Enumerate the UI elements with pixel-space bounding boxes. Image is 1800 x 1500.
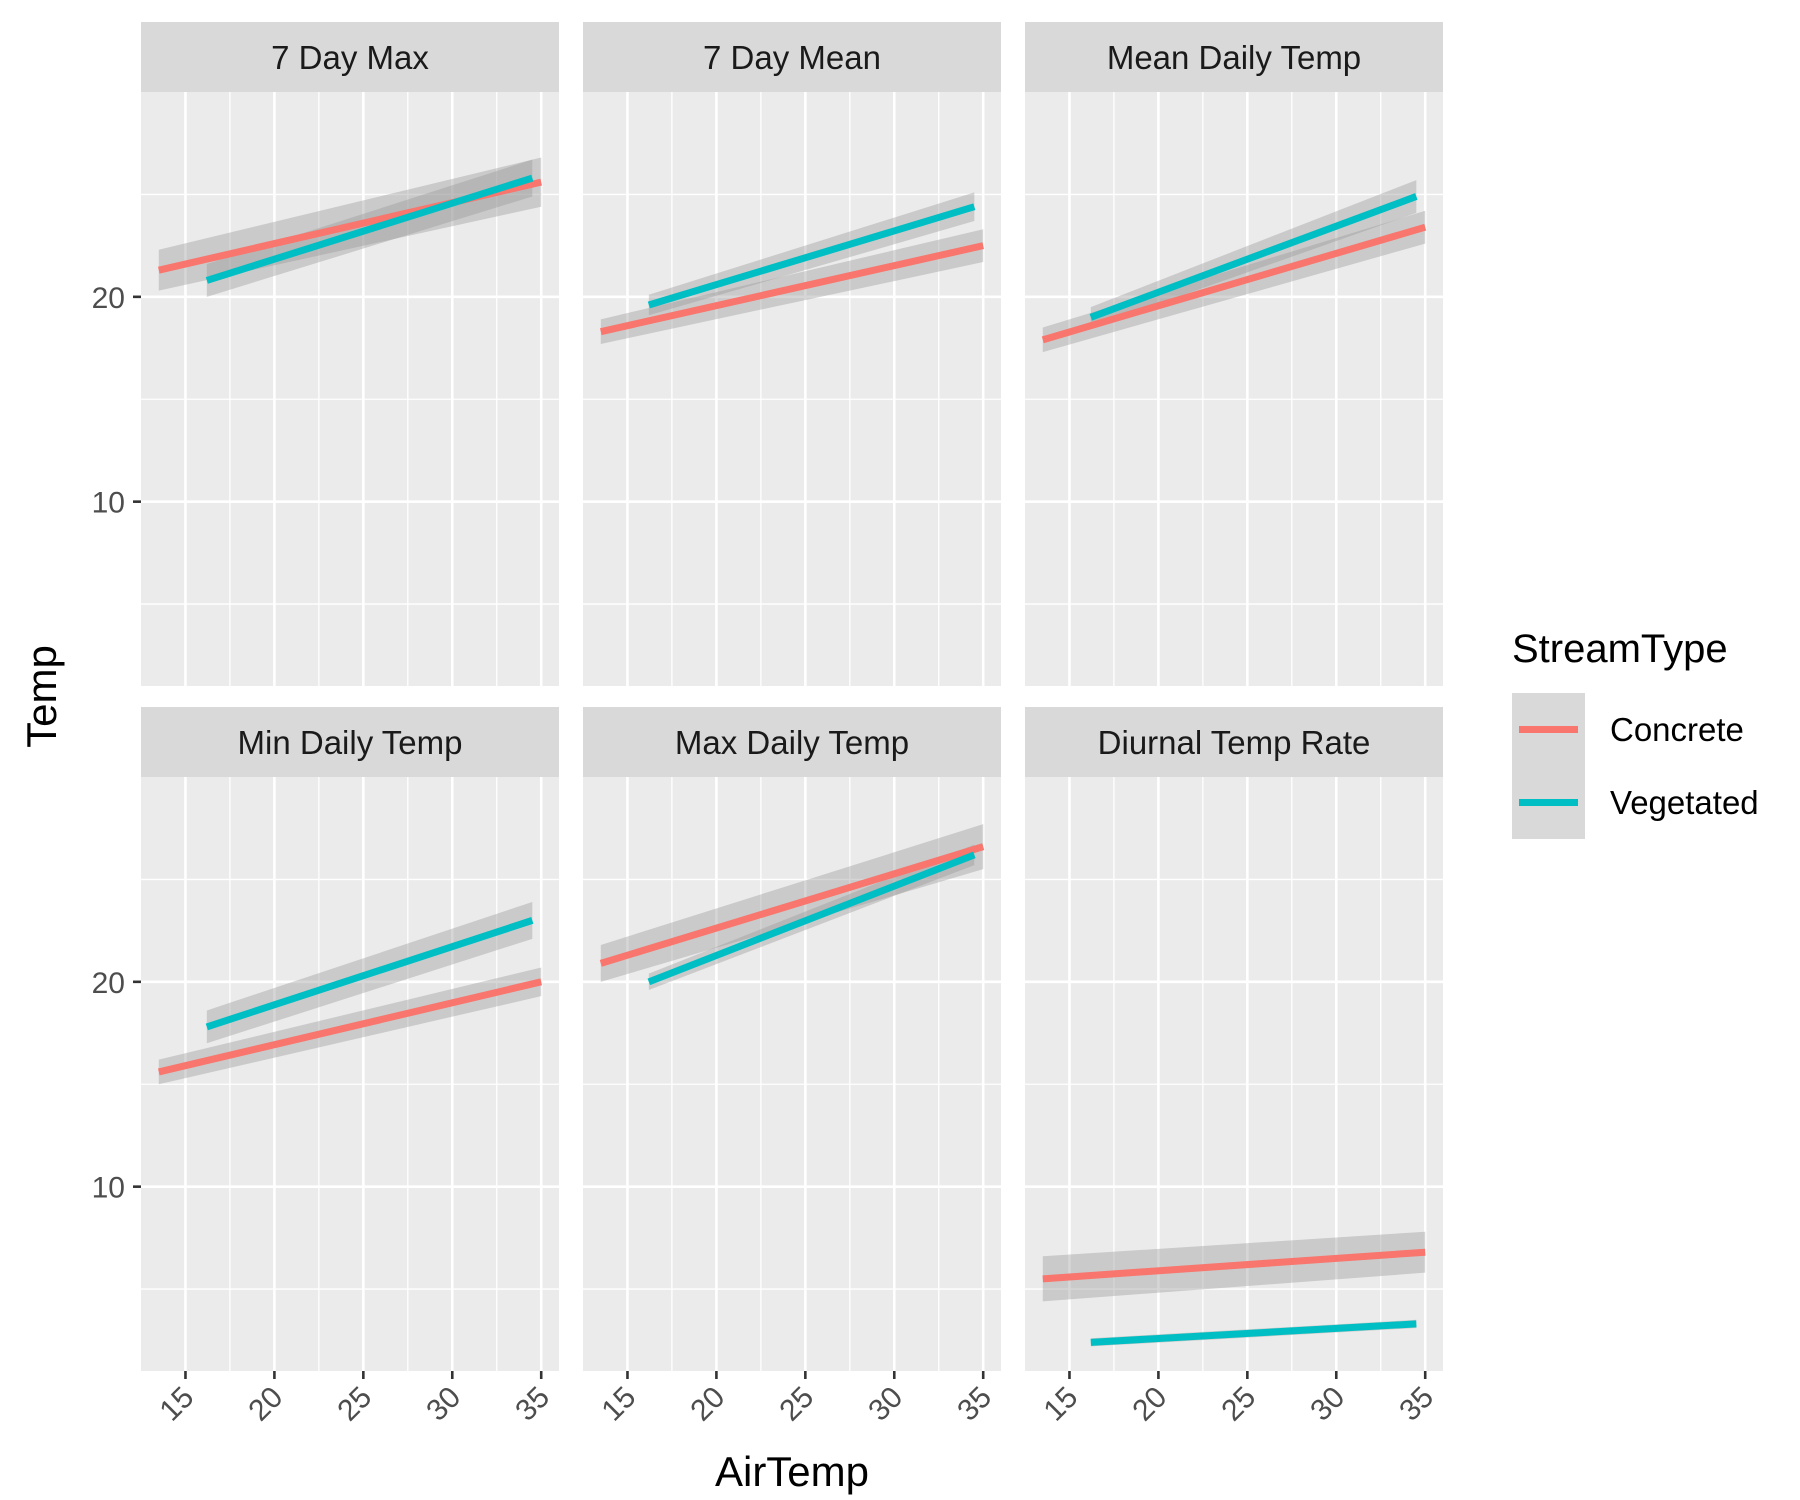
x-tick-label: 15	[153, 1381, 200, 1428]
facet-title: 7 Day Mean	[703, 39, 881, 76]
trend-line-concrete	[600, 242, 984, 336]
y-tick-label: 10	[92, 487, 125, 520]
x-tick-label: 30	[1304, 1381, 1351, 1428]
trend-line-vegetated	[1090, 1320, 1417, 1346]
trend-line-concrete	[157, 978, 543, 1076]
facet-strip	[583, 22, 1001, 92]
legend-label-concrete: Concrete	[1610, 711, 1744, 748]
facet-panel-3: Mean Daily Temp	[1025, 22, 1443, 686]
panel-background	[583, 777, 1001, 1371]
trend-line-concrete	[1041, 223, 1427, 344]
panels: 7 Day Max 7 Day Mean Mean Daily Temp Min Da…	[141, 22, 1443, 1371]
facet-strip	[141, 707, 559, 777]
facet-strip	[1025, 707, 1443, 777]
y-axis-title: Temp	[18, 645, 65, 748]
x-tick-label: 15	[595, 1381, 642, 1428]
x-tick-label: 35	[509, 1381, 556, 1428]
y-tick-label: 10	[92, 1172, 125, 1205]
x-tick-label: 30	[420, 1381, 467, 1428]
facet-panel-2: 7 Day Mean	[583, 22, 1001, 686]
facet-title: Max Daily Temp	[675, 724, 909, 761]
trend-line-vegetated	[205, 917, 534, 1031]
x-tick-label: 25	[773, 1381, 820, 1428]
facet-panel-1: 7 Day Max	[141, 22, 559, 686]
x-tick-label: 25	[331, 1381, 378, 1428]
x-tick-label: 25	[1215, 1381, 1262, 1428]
facet-panel-5: Max Daily Temp	[583, 707, 1001, 1371]
panel-background	[1025, 92, 1443, 686]
trend-line-vegetated	[205, 174, 534, 284]
x-tick-label: 35	[1393, 1381, 1440, 1428]
y-tick-label: 20	[92, 967, 125, 1000]
facet-strip	[583, 707, 1001, 777]
facet-panel-6: Diurnal Temp Rate	[1025, 707, 1443, 1371]
facet-title: Diurnal Temp Rate	[1098, 724, 1371, 761]
facet-panel-4: Min Daily Temp	[141, 707, 559, 1371]
trend-line-vegetated	[647, 851, 976, 986]
legend-title: StreamType	[1512, 627, 1728, 671]
facet-title: Mean Daily Temp	[1107, 39, 1361, 76]
panel-background	[583, 92, 1001, 686]
trend-line-concrete	[1042, 1248, 1426, 1283]
facet-title: Min Daily Temp	[238, 724, 463, 761]
legend: StreamType Concrete Vegetated	[1512, 627, 1759, 839]
x-axis-title: AirTemp	[715, 1448, 869, 1495]
x-tick-label: 20	[684, 1381, 731, 1428]
facet-strip	[141, 22, 559, 92]
panel-background	[141, 777, 559, 1371]
x-tick-label: 20	[242, 1381, 289, 1428]
facet-title: 7 Day Max	[271, 39, 429, 76]
x-tick-label: 35	[951, 1381, 998, 1428]
trend-line-vegetated	[1089, 193, 1418, 321]
trend-line-concrete	[599, 843, 985, 967]
trend-line-vegetated	[647, 203, 976, 309]
legend-label-vegetated: Vegetated	[1610, 784, 1759, 821]
x-tick-label: 20	[1126, 1381, 1173, 1428]
x-tick-label: 30	[862, 1381, 909, 1428]
facet-strip	[1025, 22, 1443, 92]
x-tick-label: 15	[1037, 1381, 1084, 1428]
y-tick-label: 20	[92, 282, 125, 315]
